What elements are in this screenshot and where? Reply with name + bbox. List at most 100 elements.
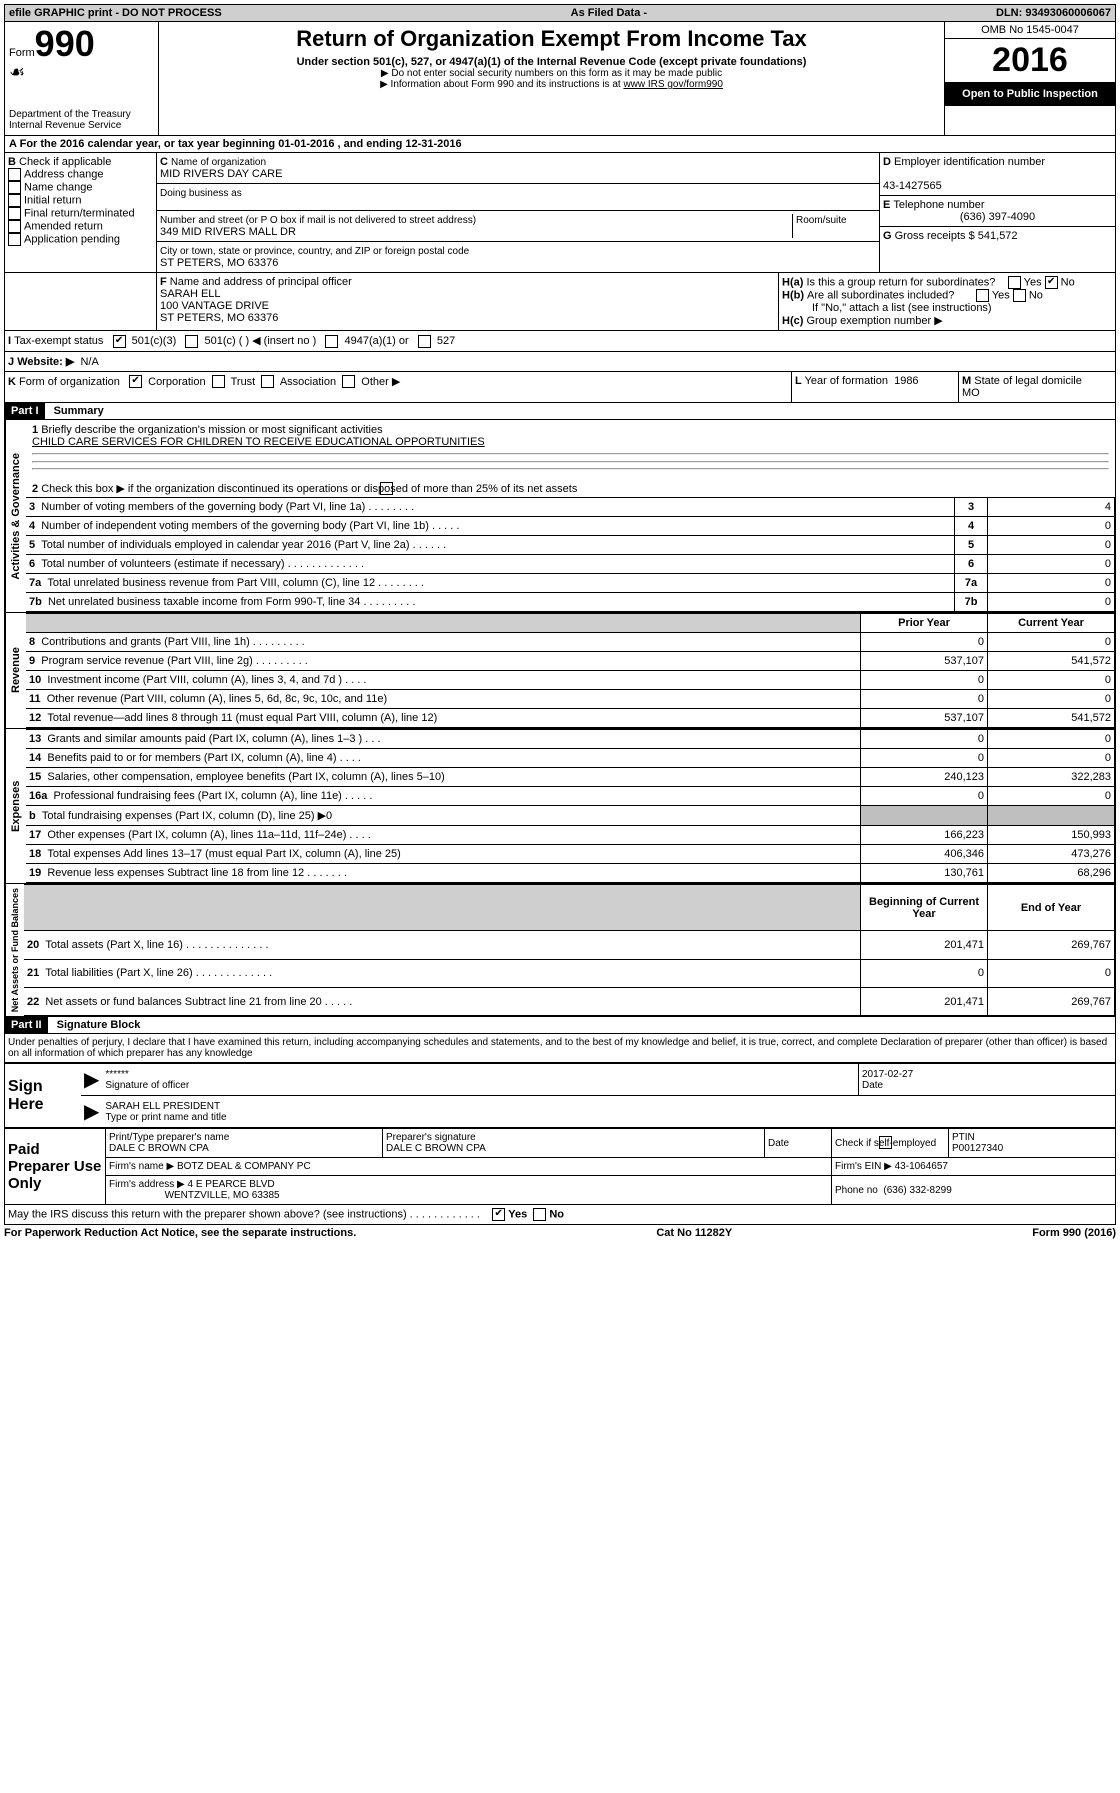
street-addr: 349 MID RIVERS MALL DR: [160, 226, 296, 238]
note1: ▶ Do not enter social security numbers o…: [163, 68, 940, 79]
city-label: City or town, state or province, country…: [160, 246, 469, 257]
ha-label: Is this a group return for subordinates?: [806, 276, 995, 288]
firm-ein: 43-1064657: [895, 1161, 948, 1172]
part-i-label: Part I: [5, 403, 45, 419]
footer-mid: Cat No 11282Y: [656, 1227, 732, 1239]
sig-date: 2017-02-27: [862, 1069, 913, 1080]
table-ag: 3 Number of voting members of the govern…: [26, 497, 1115, 612]
room-label: Room/suite: [796, 215, 847, 226]
cb-501c[interactable]: [185, 335, 198, 348]
footer: For Paperwork Reduction Act Notice, see …: [4, 1225, 1116, 1241]
cb-501c3[interactable]: [113, 335, 126, 348]
cb-527[interactable]: [418, 335, 431, 348]
expenses-block: Expenses 13 Grants and similar amounts p…: [4, 729, 1116, 884]
topbar-mid: As Filed Data -: [571, 7, 647, 19]
cb-assoc[interactable]: [261, 375, 274, 388]
table-revenue: Prior YearCurrent Year8 Contributions an…: [26, 613, 1115, 728]
cb-hb-yes[interactable]: [976, 289, 989, 302]
sig-stars: ******: [105, 1069, 128, 1080]
part-ii-label: Part II: [5, 1017, 48, 1033]
line2-label: Check this box ▶ if the organization dis…: [41, 483, 577, 495]
officer-name-title: SARAH ELL PRESIDENT: [105, 1101, 220, 1112]
vlabel-na: Net Assets or Fund Balances: [5, 884, 24, 1016]
d-label: Employer identification number: [894, 156, 1045, 168]
preparer-name: DALE C BROWN CPA: [109, 1143, 209, 1154]
section-f-h: F Name and address of principal officer …: [4, 273, 1116, 331]
f-label: Name and address of principal officer: [170, 276, 352, 288]
row-j: J Website: ▶ N/A: [4, 352, 1116, 372]
part-i-body: Activities & Governance 1 Briefly descri…: [4, 420, 1116, 614]
part-ii-header: Part II Signature Block: [4, 1017, 1116, 1034]
netassets-block: Net Assets or Fund Balances Beginning of…: [4, 884, 1116, 1017]
firm-addr: 4 E PEARCE BLVD: [188, 1179, 275, 1190]
cb-amended[interactable]: [8, 220, 21, 233]
link-irs[interactable]: www IRS gov/form990: [623, 79, 722, 90]
ptin: P00127340: [952, 1143, 1003, 1154]
irs: Internal Revenue Service: [9, 120, 154, 131]
hb-label: Are all subordinates included?: [807, 289, 954, 301]
discuss-row: May the IRS discuss this return with the…: [4, 1205, 1116, 1225]
cb-trust[interactable]: [212, 375, 225, 388]
tax-year: 2016: [945, 39, 1115, 82]
cb-name-change[interactable]: [8, 181, 21, 194]
cb-initial-return[interactable]: [8, 194, 21, 207]
top-bar: efile GRAPHIC print - DO NOT PROCESS As …: [4, 4, 1116, 22]
part-i-header: Part I Summary: [4, 403, 1116, 420]
hc-label: Group exemption number ▶: [806, 315, 942, 327]
domicile-state: MO: [962, 387, 980, 399]
addr-label: Number and street (or P O box if mail is…: [160, 215, 476, 226]
cb-discontinued[interactable]: [380, 482, 393, 495]
vlabel-rev: Revenue: [5, 613, 26, 728]
cb-self-employed[interactable]: [879, 1136, 892, 1149]
year-formation: 1986: [894, 375, 918, 387]
footer-left: For Paperwork Reduction Act Notice, see …: [4, 1227, 356, 1239]
sign-here-label: Sign Here: [5, 1064, 82, 1128]
revenue-block: Revenue Prior YearCurrent Year8 Contribu…: [4, 613, 1116, 729]
row-a: A For the 2016 calendar year, or tax yea…: [4, 136, 1116, 153]
cb-discuss-no[interactable]: [533, 1208, 546, 1221]
g-label: Gross receipts $: [895, 230, 975, 242]
e-label: Telephone number: [893, 199, 984, 211]
perjury-text: Under penalties of perjury, I declare th…: [4, 1034, 1116, 1063]
hb-note: If "No," attach a list (see instructions…: [782, 302, 1112, 314]
topbar-left: efile GRAPHIC print - DO NOT PROCESS: [9, 7, 222, 19]
cb-final-return[interactable]: [8, 207, 21, 220]
ein: 43-1427565: [883, 180, 942, 192]
vlabel-exp: Expenses: [5, 729, 26, 883]
line1-label: Briefly describe the organization's miss…: [41, 424, 382, 436]
cb-app-pending[interactable]: [8, 233, 21, 246]
cb-address-change[interactable]: [8, 168, 21, 181]
preparer-sig: DALE C BROWN CPA: [386, 1143, 486, 1154]
table-expenses: 13 Grants and similar amounts paid (Part…: [26, 729, 1115, 883]
form-title: Return of Organization Exempt From Incom…: [163, 26, 940, 52]
dba-label: Doing business as: [160, 188, 242, 199]
cb-hb-no[interactable]: [1013, 289, 1026, 302]
form-number: 990: [35, 23, 95, 64]
cb-ha-yes[interactable]: [1008, 276, 1021, 289]
vlabel-ag: Activities & Governance: [5, 420, 26, 613]
cb-ha-no[interactable]: [1045, 276, 1058, 289]
open-to-public: Open to Public Inspection: [945, 82, 1115, 106]
cb-discuss-yes[interactable]: [492, 1208, 505, 1221]
cb-4947[interactable]: [325, 335, 338, 348]
officer-addr2: ST PETERS, MO 63376: [160, 312, 278, 324]
footer-right: Form 990 (2016): [1032, 1227, 1116, 1239]
note2: ▶ Information about Form 990 and its ins…: [163, 79, 940, 90]
gross-receipts: 541,572: [978, 230, 1018, 242]
b-label: Check if applicable: [19, 156, 111, 168]
firm-city: WENTZVILLE, MO 63385: [165, 1190, 280, 1201]
org-name: MID RIVERS DAY CARE: [160, 168, 282, 180]
cb-corp[interactable]: [129, 375, 142, 388]
c-label: Name of organization: [171, 157, 266, 168]
row-k-l-m: K Form of organization Corporation Trust…: [4, 372, 1116, 403]
paid-preparer-label: Paid Preparer Use Only: [5, 1129, 106, 1205]
row-i: I Tax-exempt status 501(c)(3) 501(c) ( )…: [4, 331, 1116, 352]
section-b-to-g: B Check if applicable Address change Nam…: [4, 153, 1116, 273]
officer-addr1: 100 VANTAGE DRIVE: [160, 300, 269, 312]
firm-name: BOTZ DEAL & COMPANY PC: [177, 1161, 311, 1172]
cb-other[interactable]: [342, 375, 355, 388]
dept: Department of the Treasury: [9, 109, 154, 120]
mission-text: CHILD CARE SERVICES FOR CHILDREN TO RECE…: [32, 436, 485, 448]
omb-no: OMB No 1545-0047: [945, 22, 1115, 39]
city-state-zip: ST PETERS, MO 63376: [160, 257, 278, 269]
